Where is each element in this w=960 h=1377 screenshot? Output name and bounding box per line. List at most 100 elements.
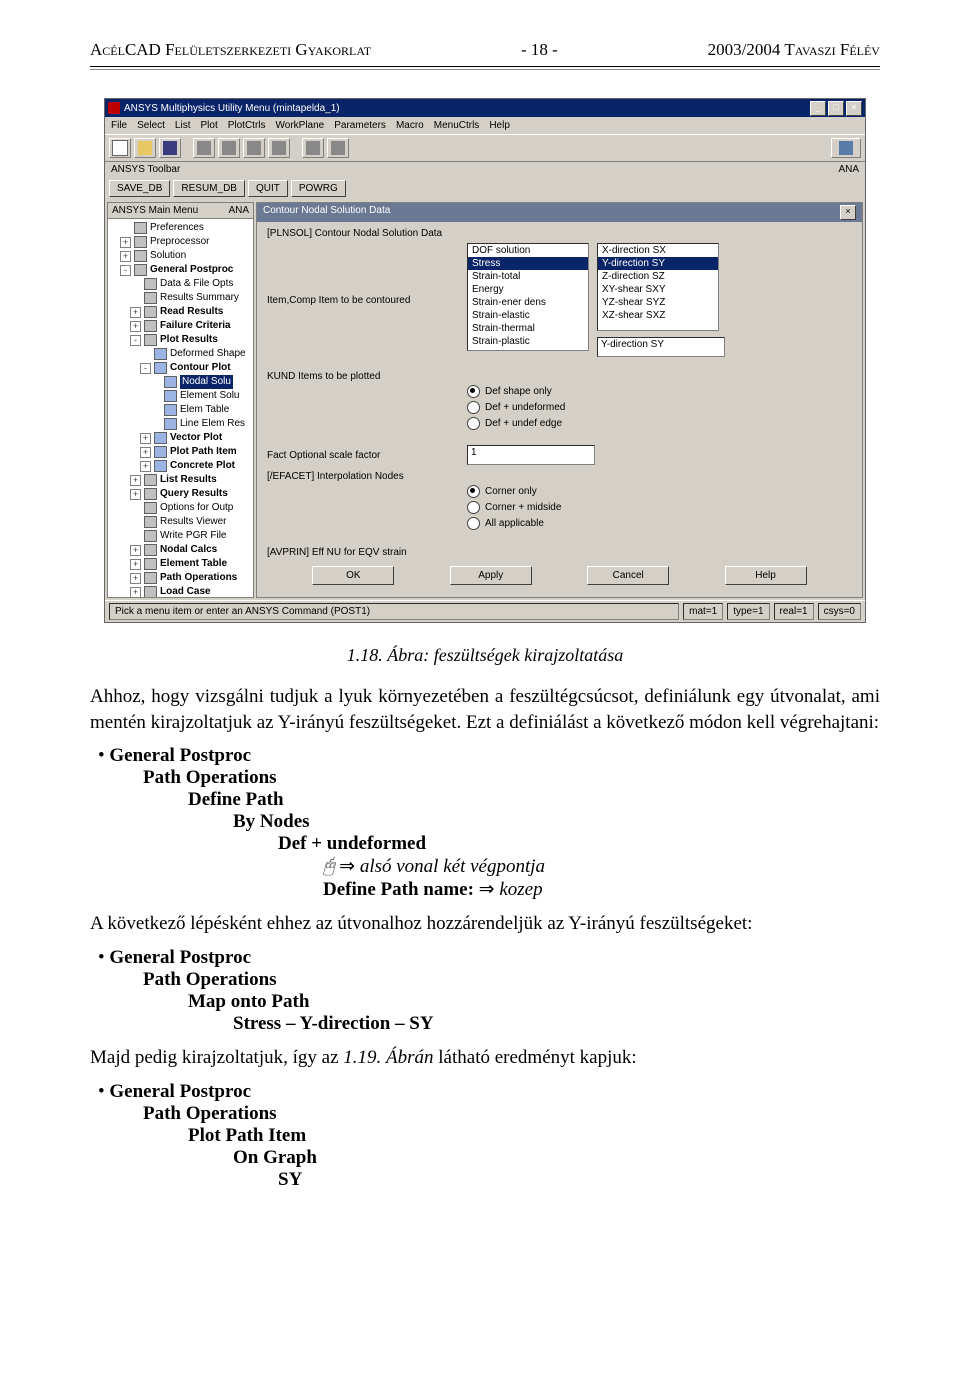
tree-deformed-shape[interactable]: Deformed Shape xyxy=(110,347,251,361)
menu-plotctrls[interactable]: PlotCtrls xyxy=(228,120,266,131)
tree-preprocessor[interactable]: +Preprocessor xyxy=(110,235,251,249)
dialog-button-row: OK Apply Cancel Help xyxy=(257,566,862,585)
radio-def-undeformed[interactable]: Def + undeformed xyxy=(467,401,852,414)
mp1-l5: Def + undeformed xyxy=(98,833,880,855)
tree-load-case[interactable]: +Load Case xyxy=(110,585,251,598)
tree-query-results[interactable]: +Query Results xyxy=(110,487,251,501)
list-item[interactable]: Energy xyxy=(468,283,588,296)
tree-concrete-plot[interactable]: +Concrete Plot xyxy=(110,459,251,473)
tree-failure-criteria[interactable]: +Failure Criteria xyxy=(110,319,251,333)
tb-resum_db[interactable]: RESUM_DB xyxy=(173,180,245,197)
tree-nodal-calcs[interactable]: +Nodal Calcs xyxy=(110,543,251,557)
tree-elem-table[interactable]: Elem Table xyxy=(110,403,251,417)
efacet-label: [/EFACET] Interpolation Nodes xyxy=(267,471,852,482)
menu-menuctrls[interactable]: MenuCtrls xyxy=(434,120,480,131)
mp1-l2: Path Operations xyxy=(98,767,880,789)
list-item[interactable]: Strain-elastic xyxy=(468,309,588,322)
tb-fit-icon[interactable] xyxy=(268,138,290,158)
mp1-l4: By Nodes xyxy=(98,811,880,833)
tree-path-operations[interactable]: +Path Operations xyxy=(110,571,251,585)
list-item[interactable]: XZ-shear SXZ xyxy=(598,309,718,322)
list-item[interactable]: DOF solution xyxy=(468,244,588,257)
tb-open-icon[interactable] xyxy=(134,138,156,158)
tree-write-pgr-file[interactable]: Write PGR File xyxy=(110,529,251,543)
cancel-button[interactable]: Cancel xyxy=(587,566,669,585)
menu-workplane[interactable]: WorkPlane xyxy=(276,120,325,131)
list-item[interactable]: Strain-total xyxy=(468,270,588,283)
tree-nodal-solu[interactable]: Nodal Solu xyxy=(110,375,251,389)
fact-field[interactable]: 1 xyxy=(467,445,595,465)
tree-plot-path-item[interactable]: +Plot Path Item xyxy=(110,445,251,459)
tb-quit[interactable]: QUIT xyxy=(248,180,288,197)
ansys-screenshot: ANSYS Multiphysics Utility Menu (mintape… xyxy=(104,98,866,623)
list-item[interactable]: XY-shear SXY xyxy=(598,283,718,296)
mp2-l1: General Postproc xyxy=(109,947,251,968)
tree-solution[interactable]: +Solution xyxy=(110,249,251,263)
component-listbox[interactable]: X-direction SXY-direction SYZ-direction … xyxy=(597,243,719,331)
list-item[interactable]: Strain-ener dens xyxy=(468,296,588,309)
menu-path-2: • General Postproc Path Operations Map o… xyxy=(98,947,880,1035)
close-button[interactable]: × xyxy=(846,101,862,116)
component-field[interactable]: Y-direction SY xyxy=(597,337,725,357)
ok-button[interactable]: OK xyxy=(312,566,394,585)
tree-data-file-opts[interactable]: Data & File Opts xyxy=(110,277,251,291)
radio-def-undef-edge[interactable]: Def + undef edge xyxy=(467,417,852,430)
list-item[interactable]: Y-direction SY xyxy=(598,257,718,270)
tb-powrg[interactable]: POWRG xyxy=(291,180,346,197)
tree-element-table[interactable]: +Element Table xyxy=(110,557,251,571)
tree-vector-plot[interactable]: +Vector Plot xyxy=(110,431,251,445)
p3b: 1.19. Ábrán xyxy=(343,1047,433,1068)
tree-list-results[interactable]: +List Results xyxy=(110,473,251,487)
tb-save_db[interactable]: SAVE_DB xyxy=(109,180,170,197)
radio-corner-only[interactable]: Corner only xyxy=(467,485,852,498)
tb-rotate-icon[interactable] xyxy=(243,138,265,158)
radio-all-applicable[interactable]: All applicable xyxy=(467,517,852,530)
list-item[interactable]: Strain-plastic xyxy=(468,335,588,348)
mp2-l3: Map onto Path xyxy=(98,991,880,1013)
menu-list[interactable]: List xyxy=(175,120,191,131)
tb-new-icon[interactable] xyxy=(109,138,131,158)
header-right: 2003/2004 Tavaszi Félév xyxy=(708,40,880,60)
list-item[interactable]: X-direction SX xyxy=(598,244,718,257)
radio-def-shape-only[interactable]: Def shape only xyxy=(467,385,852,398)
tree-results-summary[interactable]: Results Summary xyxy=(110,291,251,305)
header-center: - 18 - xyxy=(521,40,558,60)
efacet-radio-group: Corner only Corner + midside All applicabl… xyxy=(467,485,852,530)
dialog-close-icon[interactable]: × xyxy=(840,205,856,220)
list-item[interactable]: YZ-shear SYZ xyxy=(598,296,718,309)
menu-select[interactable]: Select xyxy=(137,120,165,131)
help-button[interactable]: Help xyxy=(725,566,807,585)
tb-plot1-icon[interactable] xyxy=(302,138,324,158)
list-item[interactable]: Z-direction SZ xyxy=(598,270,718,283)
tree-contour-plot[interactable]: -Contour Plot xyxy=(110,361,251,375)
apply-button[interactable]: Apply xyxy=(450,566,532,585)
kund-label: KUND Items to be plotted xyxy=(267,371,852,382)
tree-read-results[interactable]: +Read Results xyxy=(110,305,251,319)
tb-save-icon[interactable] xyxy=(159,138,181,158)
menu-plot[interactable]: Plot xyxy=(200,120,217,131)
minimize-button[interactable]: _ xyxy=(810,101,826,116)
mp1-l3: Define Path xyxy=(98,789,880,811)
menu-macro[interactable]: Macro xyxy=(396,120,424,131)
list-item[interactable]: Stress xyxy=(468,257,588,270)
list-item[interactable]: Strain-thermal xyxy=(468,322,588,335)
item-listbox[interactable]: DOF solutionStressStrain-totalEnergyStra… xyxy=(467,243,589,351)
main-menu-tree[interactable]: Preferences+Preprocessor+Solution-Genera… xyxy=(108,219,253,598)
tb-pan-icon[interactable] xyxy=(193,138,215,158)
menu-file[interactable]: File xyxy=(111,120,127,131)
menu-parameters[interactable]: Parameters xyxy=(334,120,386,131)
tree-element-solu[interactable]: Element Solu xyxy=(110,389,251,403)
tree-preferences[interactable]: Preferences xyxy=(110,221,251,235)
tree-results-viewer[interactable]: Results Viewer xyxy=(110,515,251,529)
tb-plot2-icon[interactable] xyxy=(327,138,349,158)
menu-help[interactable]: Help xyxy=(489,120,510,131)
menu-bar: File Select List Plot PlotCtrls WorkPlane Para… xyxy=(105,117,865,134)
maximize-button[interactable]: □ xyxy=(828,101,844,116)
tree-options-for-outp[interactable]: Options for Outp xyxy=(110,501,251,515)
tb-zoom-icon[interactable] xyxy=(218,138,240,158)
tree-line-elem-res[interactable]: Line Elem Res xyxy=(110,417,251,431)
tb-right-icon[interactable] xyxy=(831,138,861,158)
tree-general-postproc[interactable]: -General Postproc xyxy=(110,263,251,277)
radio-corner-midside[interactable]: Corner + midside xyxy=(467,501,852,514)
tree-plot-results[interactable]: -Plot Results xyxy=(110,333,251,347)
